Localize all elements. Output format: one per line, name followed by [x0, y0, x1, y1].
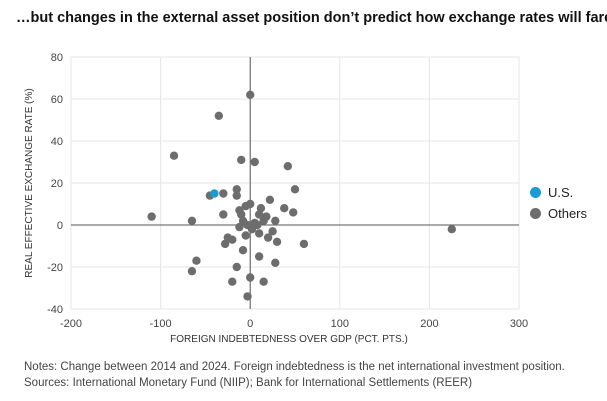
y-tick-label: 60 — [51, 94, 63, 106]
y-tick-label: 20 — [51, 178, 63, 190]
others-point — [271, 216, 280, 225]
sources-line: Sources: International Monetary Fund (NI… — [24, 377, 473, 389]
others-point — [263, 233, 273, 242]
others-point — [259, 216, 268, 225]
others-point — [246, 90, 255, 100]
others-point — [271, 258, 280, 267]
others-point — [447, 225, 456, 234]
others-point — [241, 231, 250, 240]
x-tick-label: 0 — [247, 318, 253, 330]
others-point — [232, 185, 241, 194]
chart-title: …but changes in the external asset posit… — [16, 10, 607, 26]
others-point — [246, 273, 255, 282]
others-point — [250, 157, 259, 167]
others-point — [232, 191, 241, 200]
gridlines — [70, 56, 520, 310]
others-point — [169, 151, 179, 160]
data-points — [147, 90, 456, 301]
others-point — [254, 229, 264, 238]
us-point — [210, 189, 219, 198]
others-point — [237, 155, 246, 165]
others-point — [256, 204, 266, 213]
others-point — [254, 252, 264, 261]
others-point — [228, 235, 237, 244]
others-point — [238, 246, 248, 255]
x-tick-label: -100 — [150, 318, 172, 330]
x-tick-label: 200 — [420, 318, 438, 330]
others-point — [147, 212, 156, 221]
others-point — [247, 225, 257, 234]
legend-others-label: Others — [548, 206, 588, 221]
others-point — [237, 210, 246, 219]
x-tick-label: 100 — [331, 318, 349, 330]
others-point — [243, 292, 252, 301]
legend-item-us: U.S. — [530, 182, 587, 203]
others-point — [289, 208, 298, 217]
others-point — [214, 111, 224, 121]
legend: U.S. Others — [530, 182, 587, 224]
legend-others-marker — [530, 208, 541, 219]
others-point — [283, 162, 293, 171]
x-tick-label: -200 — [60, 318, 82, 330]
y-tick-label: -40 — [47, 304, 63, 316]
y-tick-label: 80 — [51, 52, 63, 64]
legend-us-marker — [530, 187, 541, 198]
others-point — [299, 239, 309, 249]
others-point — [246, 199, 255, 209]
others-point — [265, 195, 275, 204]
notes-line: Notes: Change between 2014 and 2024. For… — [24, 361, 565, 373]
others-point — [280, 204, 289, 213]
others-point — [235, 222, 244, 232]
others-point — [232, 262, 241, 272]
others-point — [290, 185, 300, 194]
notes: Notes: Change between 2014 and 2024. For… — [24, 359, 565, 391]
y-tick-label: 40 — [51, 136, 63, 148]
y-tick-label: 0 — [57, 220, 63, 232]
others-point — [259, 277, 268, 286]
others-point — [187, 267, 197, 276]
y-tick-label: -20 — [47, 262, 63, 274]
others-point — [228, 277, 237, 286]
legend-item-others: Others — [530, 203, 587, 224]
others-point — [187, 216, 197, 225]
x-axis-label: FOREIGN INDEBTEDNESS OVER GDP (PCT. PTS.… — [170, 334, 408, 345]
y-axis-label: REAL EFFECTIVE EXCHANGE RATE (%) — [24, 88, 35, 277]
others-point — [272, 237, 282, 246]
x-tick-label: 300 — [510, 318, 528, 330]
others-point — [219, 210, 228, 219]
others-point — [192, 256, 201, 265]
others-point — [254, 210, 264, 219]
legend-us-label: U.S. — [548, 185, 574, 200]
others-point — [268, 227, 277, 236]
others-point — [220, 239, 230, 249]
others-point — [219, 189, 228, 198]
